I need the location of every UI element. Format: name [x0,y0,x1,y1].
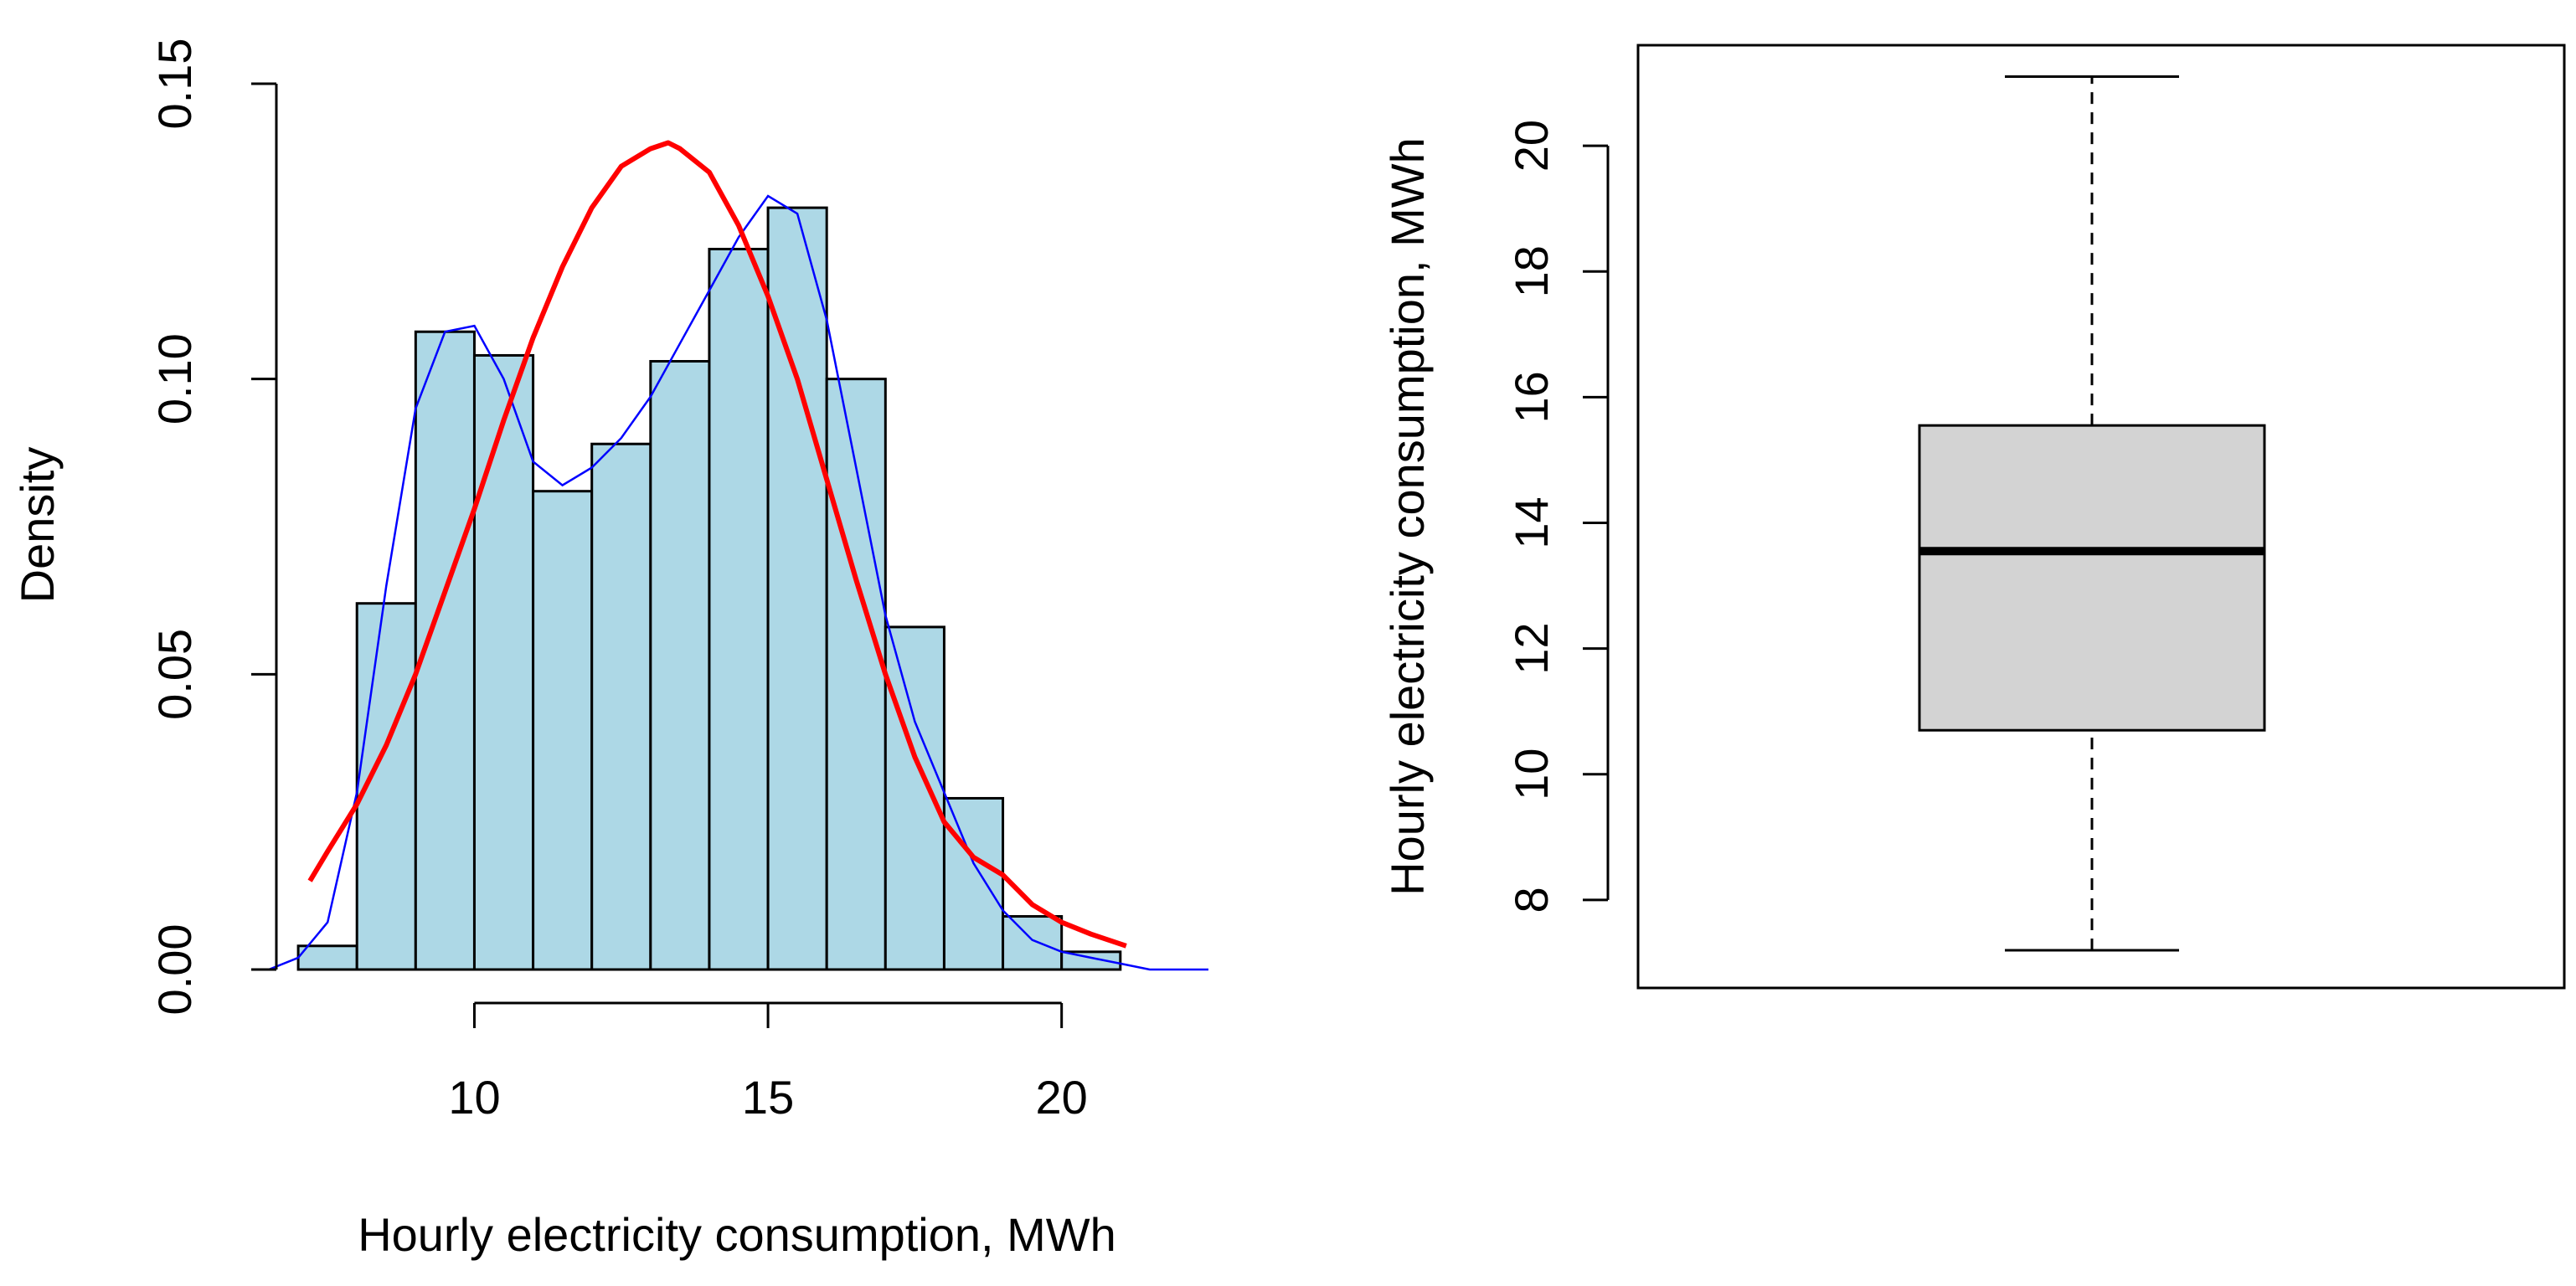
interquartile-box [1918,424,2266,732]
histogram-bar [766,206,828,971]
histogram-bar [942,796,1005,971]
histogram-bar [532,490,594,971]
histogram-panel: 0.00 0.05 0.10 0.15 10 15 20 Hourly electrici… [11,39,1208,1261]
y-tick-label: 0.05 [148,629,201,720]
y-tick-label: 16 [1505,371,1558,423]
histogram-bar [296,944,358,971]
histogram-bar [472,353,535,971]
y-axis-title: Density [11,447,64,604]
histogram-bar [1060,950,1122,971]
histogram-bar [1002,915,1064,971]
y-tick-label: 0.10 [148,333,201,424]
y-tick-label: 14 [1505,496,1558,548]
boxplot-panel: 8 10 12 14 16 18 20 Hourly electricity consump… [1381,44,2566,990]
kernel-density-line [268,194,1208,971]
x-axis-ticks: 10 15 20 [448,1003,1088,1124]
histogram-bar [590,442,652,971]
histogram-bars [296,206,1122,971]
plot-frame [1636,44,2566,990]
normal-density-line [307,140,1127,949]
histogram-bar [708,247,770,971]
histogram-bar [649,360,711,971]
y-axis-title: Hourly electricity consumption, MWh [1381,137,1434,896]
y-tick-label: 18 [1505,245,1558,297]
y-tick-label: 0.00 [148,924,201,1016]
y-tick-label: 12 [1505,622,1558,674]
histogram-bar [825,378,887,971]
y-tick-label: 8 [1505,887,1558,913]
y-axis-ticks: 8 10 12 14 16 18 20 [1505,120,1608,913]
y-tick-label: 0.15 [148,39,201,130]
y-axis-ticks: 0.00 0.05 0.10 0.15 [148,39,276,1016]
y-tick-label: 10 [1505,748,1558,800]
x-tick-label: 10 [448,1071,500,1124]
x-tick-label: 15 [742,1071,794,1124]
x-axis-title: Hourly electricity consumption, MWh [358,1208,1116,1261]
histogram-bar [884,625,945,971]
y-tick-label: 20 [1505,120,1558,172]
x-tick-label: 20 [1036,1071,1088,1124]
